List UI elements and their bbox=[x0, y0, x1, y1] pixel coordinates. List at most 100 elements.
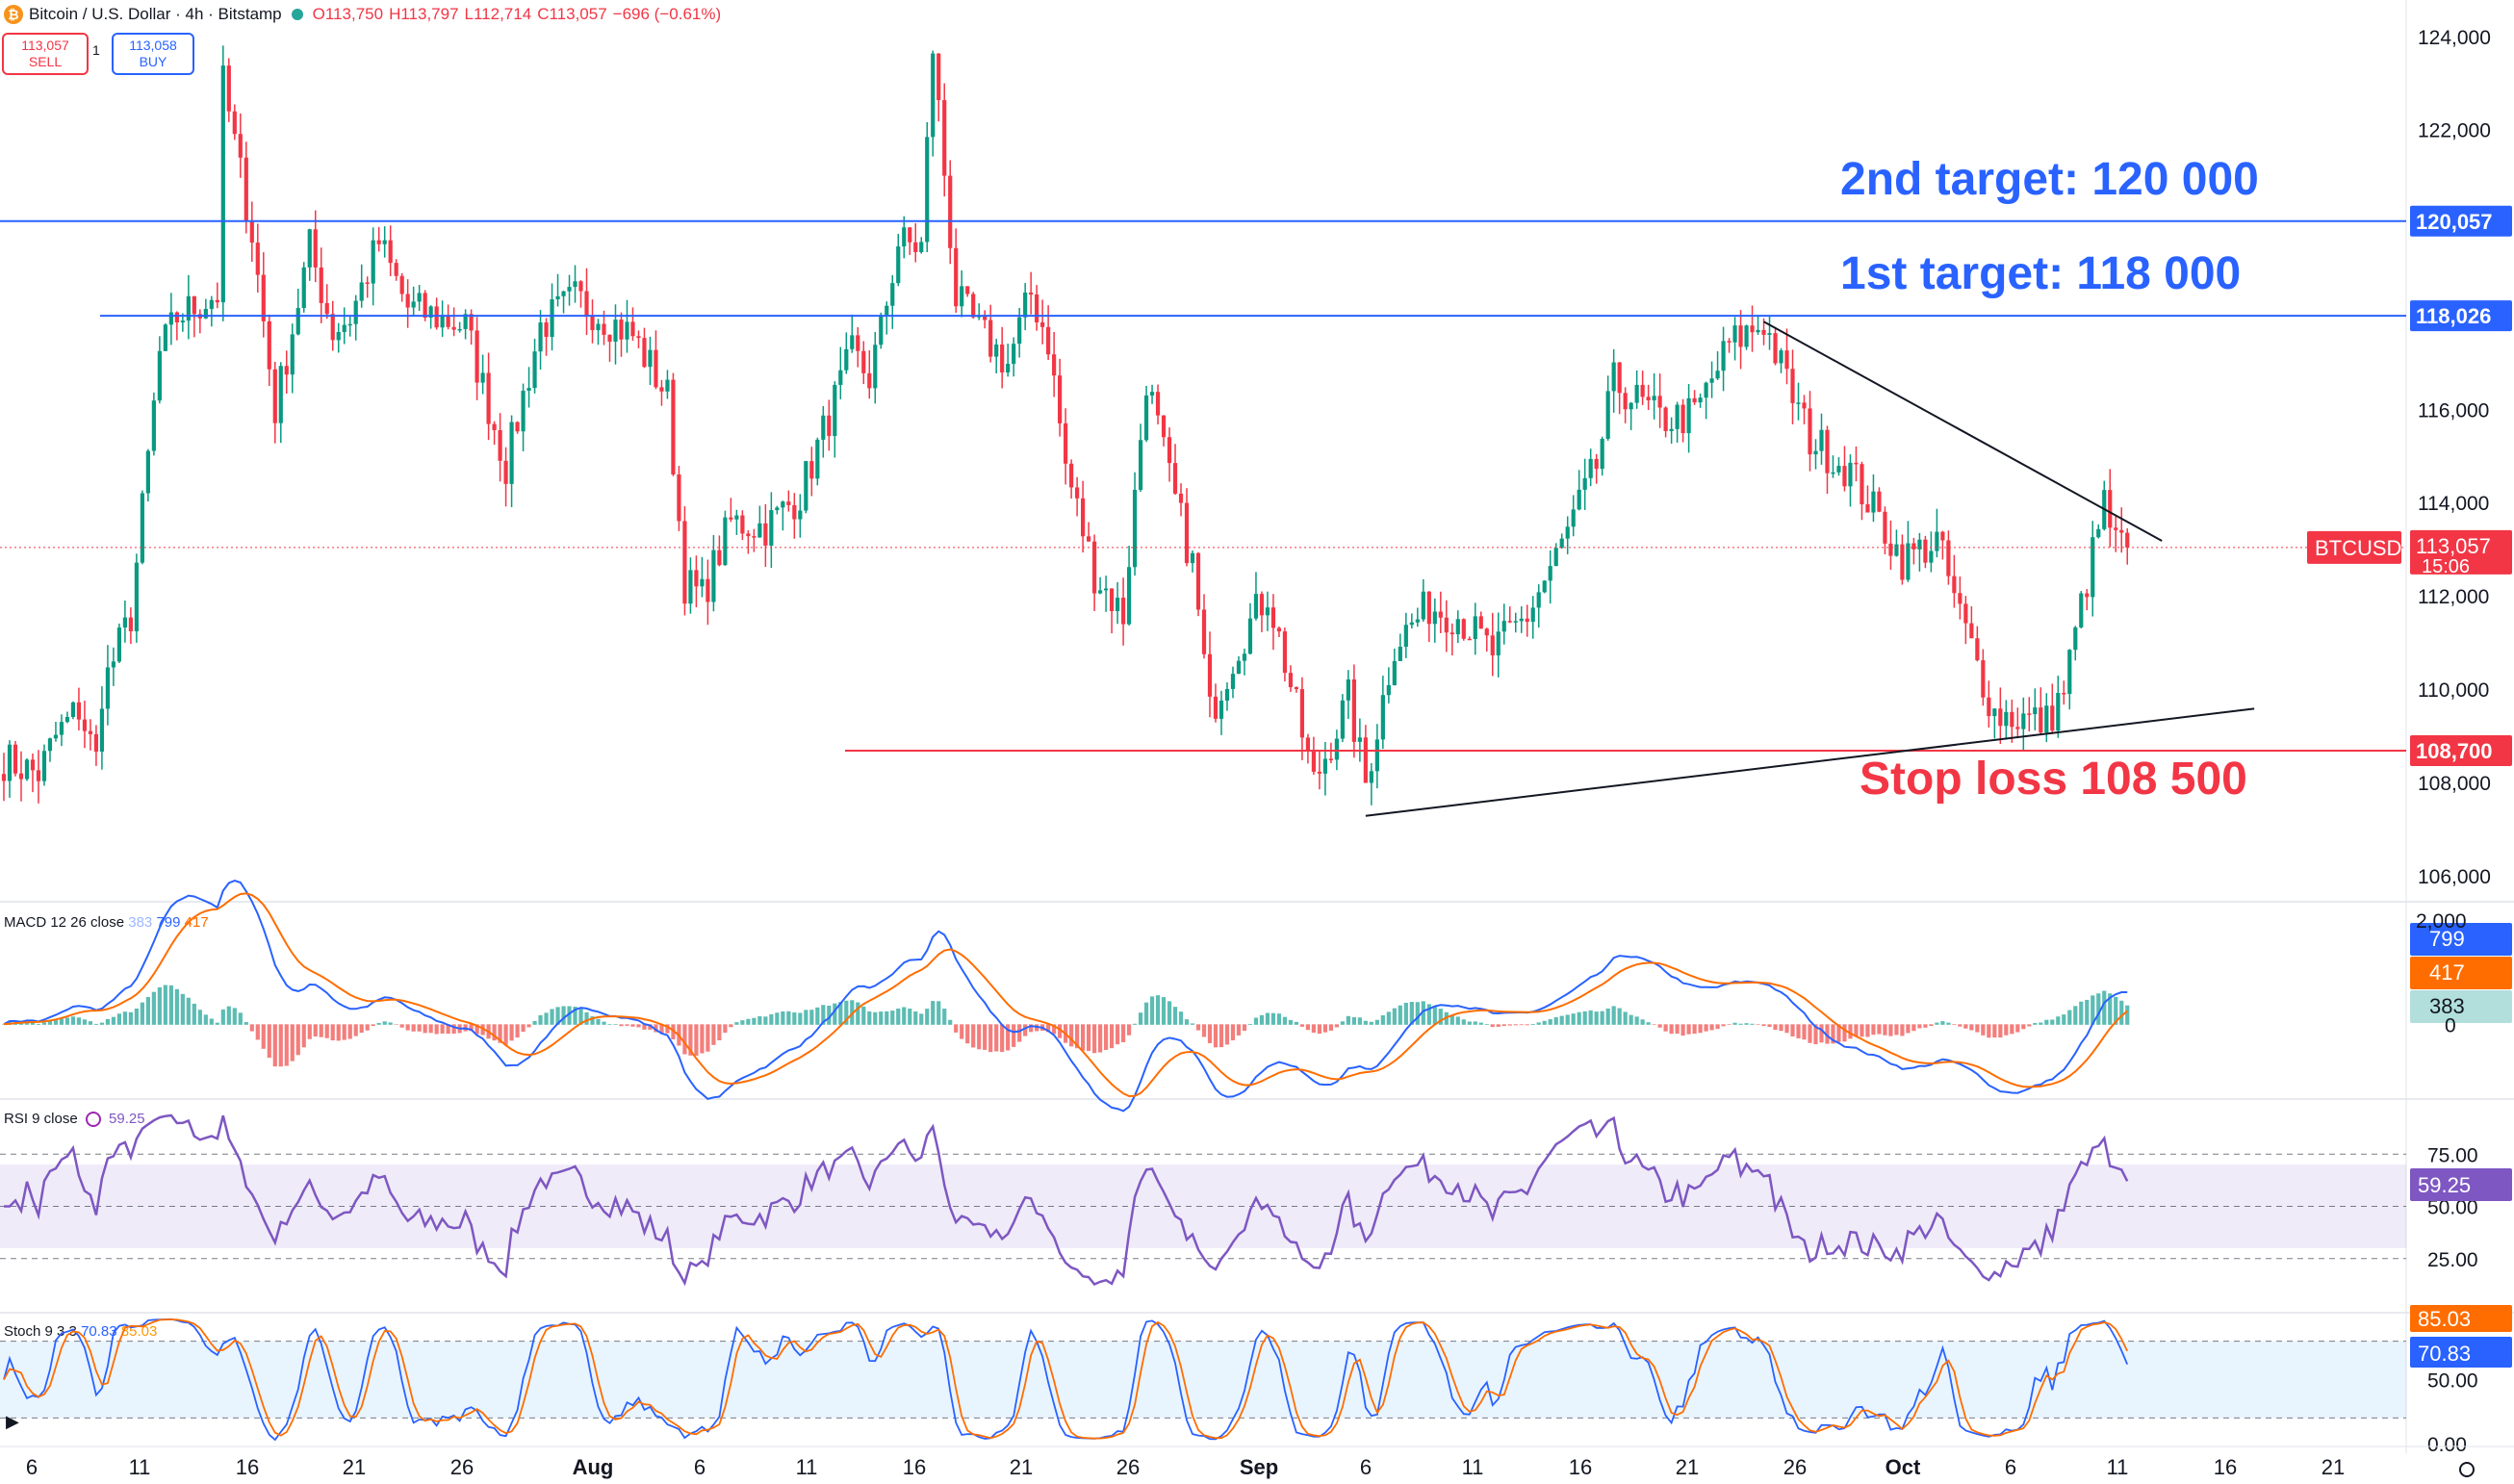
candle-body bbox=[76, 702, 82, 720]
macd-histogram-bar bbox=[1761, 1024, 1766, 1027]
macd-histogram-bar bbox=[99, 1022, 105, 1025]
candle-body bbox=[116, 627, 122, 662]
candle-body bbox=[786, 501, 791, 505]
macd-histogram-bar bbox=[2108, 993, 2113, 1025]
macd-histogram-bar bbox=[1600, 1011, 1604, 1025]
candle-body bbox=[1398, 646, 1402, 661]
chart-header: ₿ Bitcoin / U.S. Dollar · 4h · Bitstamp … bbox=[0, 0, 721, 29]
macd-histogram-bar bbox=[1046, 1024, 1051, 1033]
candle-body bbox=[717, 550, 722, 566]
macd-histogram-bar bbox=[342, 1024, 346, 1040]
macd-histogram-bar bbox=[1680, 1024, 1685, 1036]
buy-button[interactable]: 113,058 BUY bbox=[112, 33, 194, 75]
candle-body bbox=[1969, 623, 1974, 639]
level-tag-value: 120,057 bbox=[2416, 210, 2493, 234]
macd-histogram-bar bbox=[988, 1024, 993, 1053]
macd-histogram-bar bbox=[1069, 1024, 1074, 1047]
candle-body bbox=[1865, 504, 1870, 513]
candle-body bbox=[1363, 737, 1368, 783]
stoch-tick-label: 0.00 bbox=[2427, 1434, 2467, 1456]
quantity[interactable]: 1 bbox=[92, 42, 100, 58]
macd-histogram-bar bbox=[1299, 1024, 1305, 1027]
macd-histogram-bar bbox=[1184, 1019, 1190, 1025]
candle-body bbox=[353, 300, 358, 324]
macd-histogram-bar bbox=[18, 1023, 24, 1025]
macd-histogram-bar bbox=[1276, 1013, 1282, 1025]
sell-button[interactable]: 113,057 SELL bbox=[2, 33, 89, 75]
candle-body bbox=[1392, 660, 1397, 685]
macd-histogram-bar bbox=[1386, 1011, 1391, 1025]
macd-tick-label: 0 bbox=[2445, 1014, 2456, 1036]
macd-histogram-bar bbox=[59, 1018, 64, 1025]
candle-body bbox=[1808, 408, 1812, 455]
macd-histogram-bar bbox=[1334, 1024, 1339, 1028]
price-tick-label: 106,000 bbox=[2418, 866, 2491, 888]
candle-body bbox=[1484, 628, 1489, 636]
candle-body bbox=[36, 770, 41, 781]
macd-histogram-bar bbox=[856, 1002, 860, 1025]
macd-histogram-bar bbox=[93, 1023, 99, 1025]
candle-body bbox=[740, 515, 745, 534]
candle-body bbox=[2010, 711, 2014, 728]
tradingview-logo-icon: ▶ bbox=[6, 1412, 19, 1431]
candle-body bbox=[665, 379, 670, 392]
candle-body bbox=[1877, 491, 1882, 512]
macd-histogram-bar bbox=[509, 1024, 514, 1041]
macd-histogram-bar bbox=[1779, 1024, 1783, 1032]
candle-body bbox=[284, 366, 289, 375]
macd-histogram-bar bbox=[1819, 1024, 1824, 1043]
candle-body bbox=[642, 338, 647, 368]
macd-histogram-bar bbox=[1836, 1024, 1841, 1042]
candle-body bbox=[625, 321, 629, 340]
macd-histogram-bar bbox=[665, 1024, 670, 1034]
candle-body bbox=[1109, 588, 1115, 612]
time-tick-label: 11 bbox=[2107, 1455, 2129, 1479]
candle-body bbox=[163, 324, 167, 351]
candle-body bbox=[209, 299, 214, 309]
stoch-k-line bbox=[3, 1318, 2129, 1442]
macd-histogram-bar bbox=[1006, 1024, 1011, 1051]
macd-histogram-bar bbox=[654, 1024, 658, 1033]
candle-body bbox=[1692, 397, 1697, 403]
macd-histogram-bar bbox=[203, 1014, 208, 1025]
candle-body bbox=[925, 137, 930, 243]
macd-histogram-bar bbox=[1103, 1024, 1109, 1050]
level-tag bbox=[2410, 300, 2512, 332]
candle-body bbox=[1553, 548, 1558, 567]
macd-histogram-bar bbox=[1380, 1015, 1385, 1025]
candle-body bbox=[122, 617, 127, 628]
macd-histogram-bar bbox=[1963, 1024, 1968, 1029]
macd-histogram-bar bbox=[353, 1024, 358, 1036]
candle-body bbox=[1646, 397, 1651, 400]
candle-body bbox=[1006, 363, 1011, 372]
candle-body bbox=[844, 348, 849, 371]
candle-body bbox=[47, 738, 53, 752]
macd-histogram-bar bbox=[1270, 1012, 1276, 1025]
sell-label: SELL bbox=[28, 54, 63, 69]
candle-body bbox=[1987, 697, 1991, 717]
macd-histogram-bar bbox=[2125, 1005, 2130, 1025]
macd-histogram-bar bbox=[1923, 1024, 1928, 1028]
macd-histogram-bar bbox=[1317, 1024, 1322, 1035]
macd-histogram-bar bbox=[1501, 1024, 1506, 1027]
candle-body bbox=[371, 240, 375, 284]
macd-histogram-bar bbox=[1917, 1024, 1922, 1029]
candle-body bbox=[596, 323, 601, 331]
symbol-title[interactable]: Bitcoin / U.S. Dollar · 4h · Bitstamp bbox=[29, 5, 282, 23]
macd-histogram-bar bbox=[411, 1024, 416, 1032]
candle-body bbox=[2004, 711, 2009, 727]
candle-body bbox=[2033, 707, 2038, 715]
macd-histogram-bar bbox=[376, 1022, 381, 1025]
rsi-visibility-icon[interactable] bbox=[85, 1112, 101, 1128]
macd-histogram-bar bbox=[1565, 1014, 1570, 1025]
candle-body bbox=[1097, 590, 1103, 594]
macd-histogram-bar bbox=[902, 1007, 907, 1025]
macd-histogram-bar bbox=[890, 1011, 895, 1025]
candle-body bbox=[1455, 619, 1460, 635]
macd-histogram-bar bbox=[1346, 1015, 1350, 1025]
candle-body bbox=[1634, 384, 1639, 403]
candle-body bbox=[301, 267, 306, 309]
candle-body bbox=[1035, 294, 1039, 322]
macd-histogram-bar bbox=[1883, 1024, 1887, 1036]
